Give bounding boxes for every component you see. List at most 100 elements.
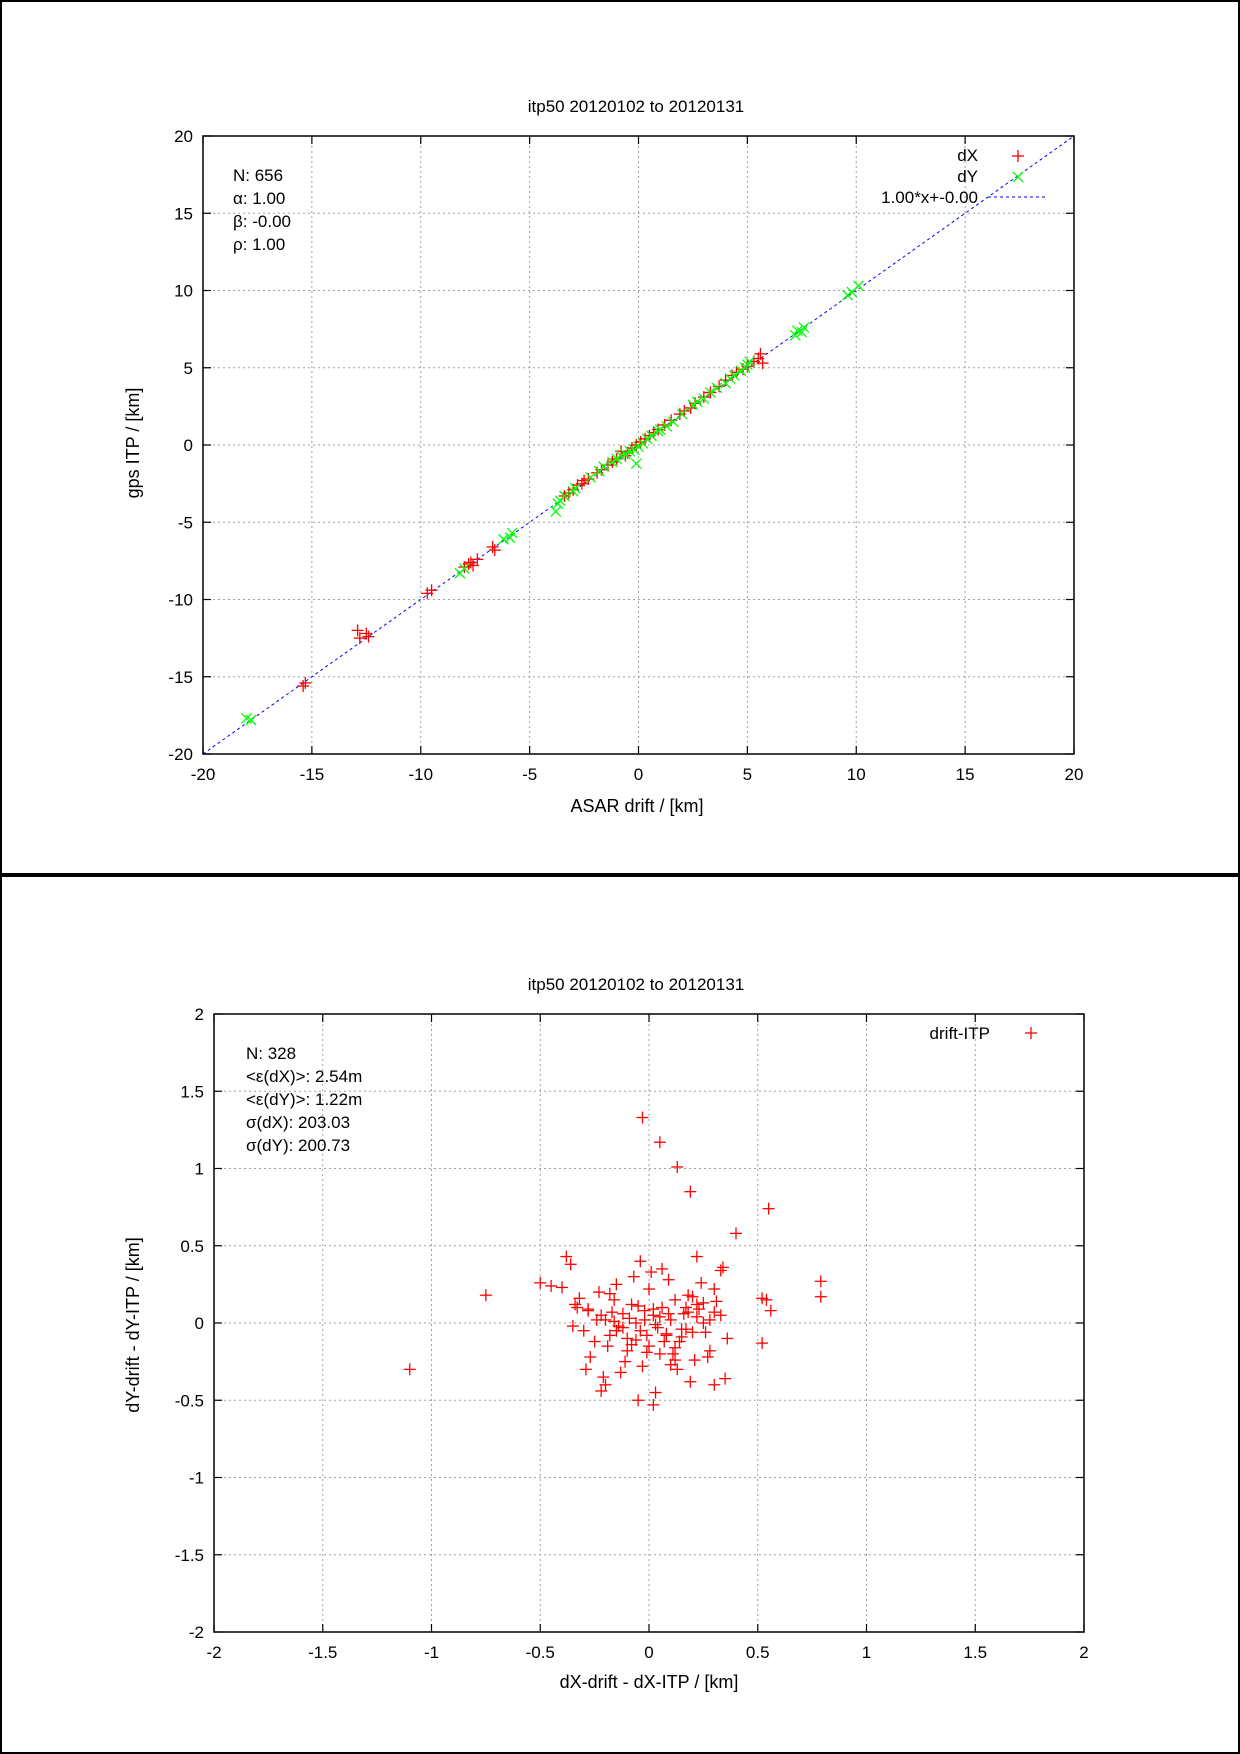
point-plus — [636, 1111, 649, 1124]
point-plus — [664, 1313, 677, 1326]
point-plus — [649, 1386, 662, 1399]
x-axis-label: dX-drift - dX-ITP / [km] — [560, 1672, 739, 1692]
x-tick-label: 15 — [956, 765, 975, 784]
point-plus — [569, 1298, 582, 1311]
point-plus — [699, 1326, 712, 1339]
point-cross — [691, 396, 703, 408]
point-cross — [654, 424, 666, 436]
x-tick-label: 1 — [862, 1643, 871, 1662]
point-plus — [710, 1295, 723, 1308]
point-cross — [630, 458, 642, 469]
point-cross — [559, 490, 570, 502]
point-plus — [582, 1303, 595, 1316]
point-plus — [403, 1363, 416, 1376]
point-plus — [814, 1275, 827, 1288]
point-plus — [716, 1261, 729, 1274]
x-tick-label: -15 — [300, 765, 325, 784]
point-cross — [646, 430, 658, 442]
point-plus — [299, 676, 312, 689]
x-tick-label: 20 — [1065, 765, 1084, 784]
stat-beta: β: -0.00 — [233, 212, 291, 231]
point-cross — [676, 408, 688, 420]
point-plus — [610, 1324, 623, 1337]
point-plus — [577, 1324, 590, 1337]
point-plus — [669, 1293, 682, 1306]
y-tick-label: -1.5 — [175, 1546, 204, 1565]
point-plus — [603, 1329, 616, 1342]
stat-eps-dx: <ε(dX)>: 2.54m — [246, 1067, 362, 1086]
x-tick-label: -20 — [191, 765, 216, 784]
x-tick-label: 10 — [847, 765, 866, 784]
x-axis-label: ASAR drift / [km] — [570, 796, 703, 816]
point-plus — [606, 1306, 619, 1319]
y-tick-label: -2 — [189, 1623, 204, 1642]
y-tick-label: -20 — [168, 745, 193, 764]
data-points — [241, 280, 864, 726]
point-plus — [597, 1371, 610, 1384]
point-plus — [601, 1340, 614, 1353]
point-plus — [762, 1202, 775, 1215]
point-plus — [608, 1315, 621, 1328]
legend: drift-ITP — [930, 1024, 1037, 1043]
point-plus — [647, 1303, 660, 1316]
y-tick-label: -15 — [168, 668, 193, 687]
legend-label-drift-itp: drift-ITP — [930, 1024, 990, 1043]
y-tick-label: -0.5 — [175, 1391, 204, 1410]
x-tick-label: -2 — [206, 1643, 221, 1662]
point-plus — [651, 1321, 664, 1334]
data-points — [403, 1111, 827, 1411]
legend-label-fit: 1.00*x+-0.00 — [881, 188, 978, 207]
y-axis-ticks: -20 -15 -10 -5 0 5 10 15 20 — [168, 127, 1074, 764]
stat-n: N: 656 — [233, 166, 283, 185]
y-tick-label: 0 — [195, 1314, 204, 1333]
legend-marker-drift-itp — [1025, 1027, 1037, 1039]
point-plus — [621, 1332, 634, 1345]
point-plus — [584, 1350, 597, 1363]
point-plus — [690, 1250, 703, 1263]
y-tick-label: 2 — [195, 1005, 204, 1024]
point-plus — [682, 1306, 695, 1319]
point-plus — [653, 1347, 666, 1360]
point-plus — [579, 1363, 592, 1376]
point-plus — [708, 1283, 721, 1296]
point-plus — [653, 1136, 666, 1149]
x-tick-label: -1 — [424, 1643, 439, 1662]
point-plus — [353, 632, 366, 645]
point-cross — [585, 471, 597, 483]
point-plus — [573, 1292, 586, 1305]
y-tick-label: 1.5 — [180, 1082, 204, 1101]
legend: dX dY 1.00*x+-0.00 — [881, 146, 1047, 207]
y-tick-label: 15 — [174, 204, 193, 223]
point-cross — [550, 505, 562, 517]
point-plus — [360, 627, 373, 640]
point-plus — [656, 1262, 669, 1275]
chart-top: itp50 20120102 to 20120131 -20 -15 -10 -5 0 5… — [123, 97, 1083, 816]
stats-box: N: 328 <ε(dX)>: 2.54m <ε(dY)>: 1.22m σ(d… — [246, 1044, 362, 1155]
point-cross — [711, 382, 723, 394]
point-cross — [704, 387, 716, 398]
point-cross — [506, 527, 518, 539]
point-plus — [719, 1372, 732, 1385]
legend-marker-dx — [1012, 150, 1024, 162]
y-axis-ticks: -2 -1.5 -1 -0.5 0 0.5 1 1.5 2 — [175, 1005, 1084, 1642]
point-plus — [362, 630, 375, 643]
legend-label-dy: dY — [957, 167, 978, 186]
x-tick-label: -5 — [522, 765, 537, 784]
point-cross — [498, 533, 509, 545]
point-plus — [590, 1313, 603, 1326]
point-plus — [647, 1398, 660, 1411]
point-plus — [599, 1378, 612, 1391]
point-cross — [245, 714, 257, 726]
x-tick-label: 5 — [743, 765, 752, 784]
y-tick-label: -5 — [178, 513, 193, 532]
y-tick-label: 0 — [184, 436, 193, 455]
point-plus — [636, 1360, 649, 1373]
point-plus — [534, 1276, 547, 1289]
point-plus — [425, 584, 438, 597]
point-plus — [632, 1300, 645, 1313]
x-tick-label: 0 — [644, 1643, 653, 1662]
point-plus — [629, 1333, 642, 1346]
point-plus — [467, 559, 480, 572]
y-tick-label: 20 — [174, 127, 193, 146]
point-plus — [671, 1160, 684, 1173]
